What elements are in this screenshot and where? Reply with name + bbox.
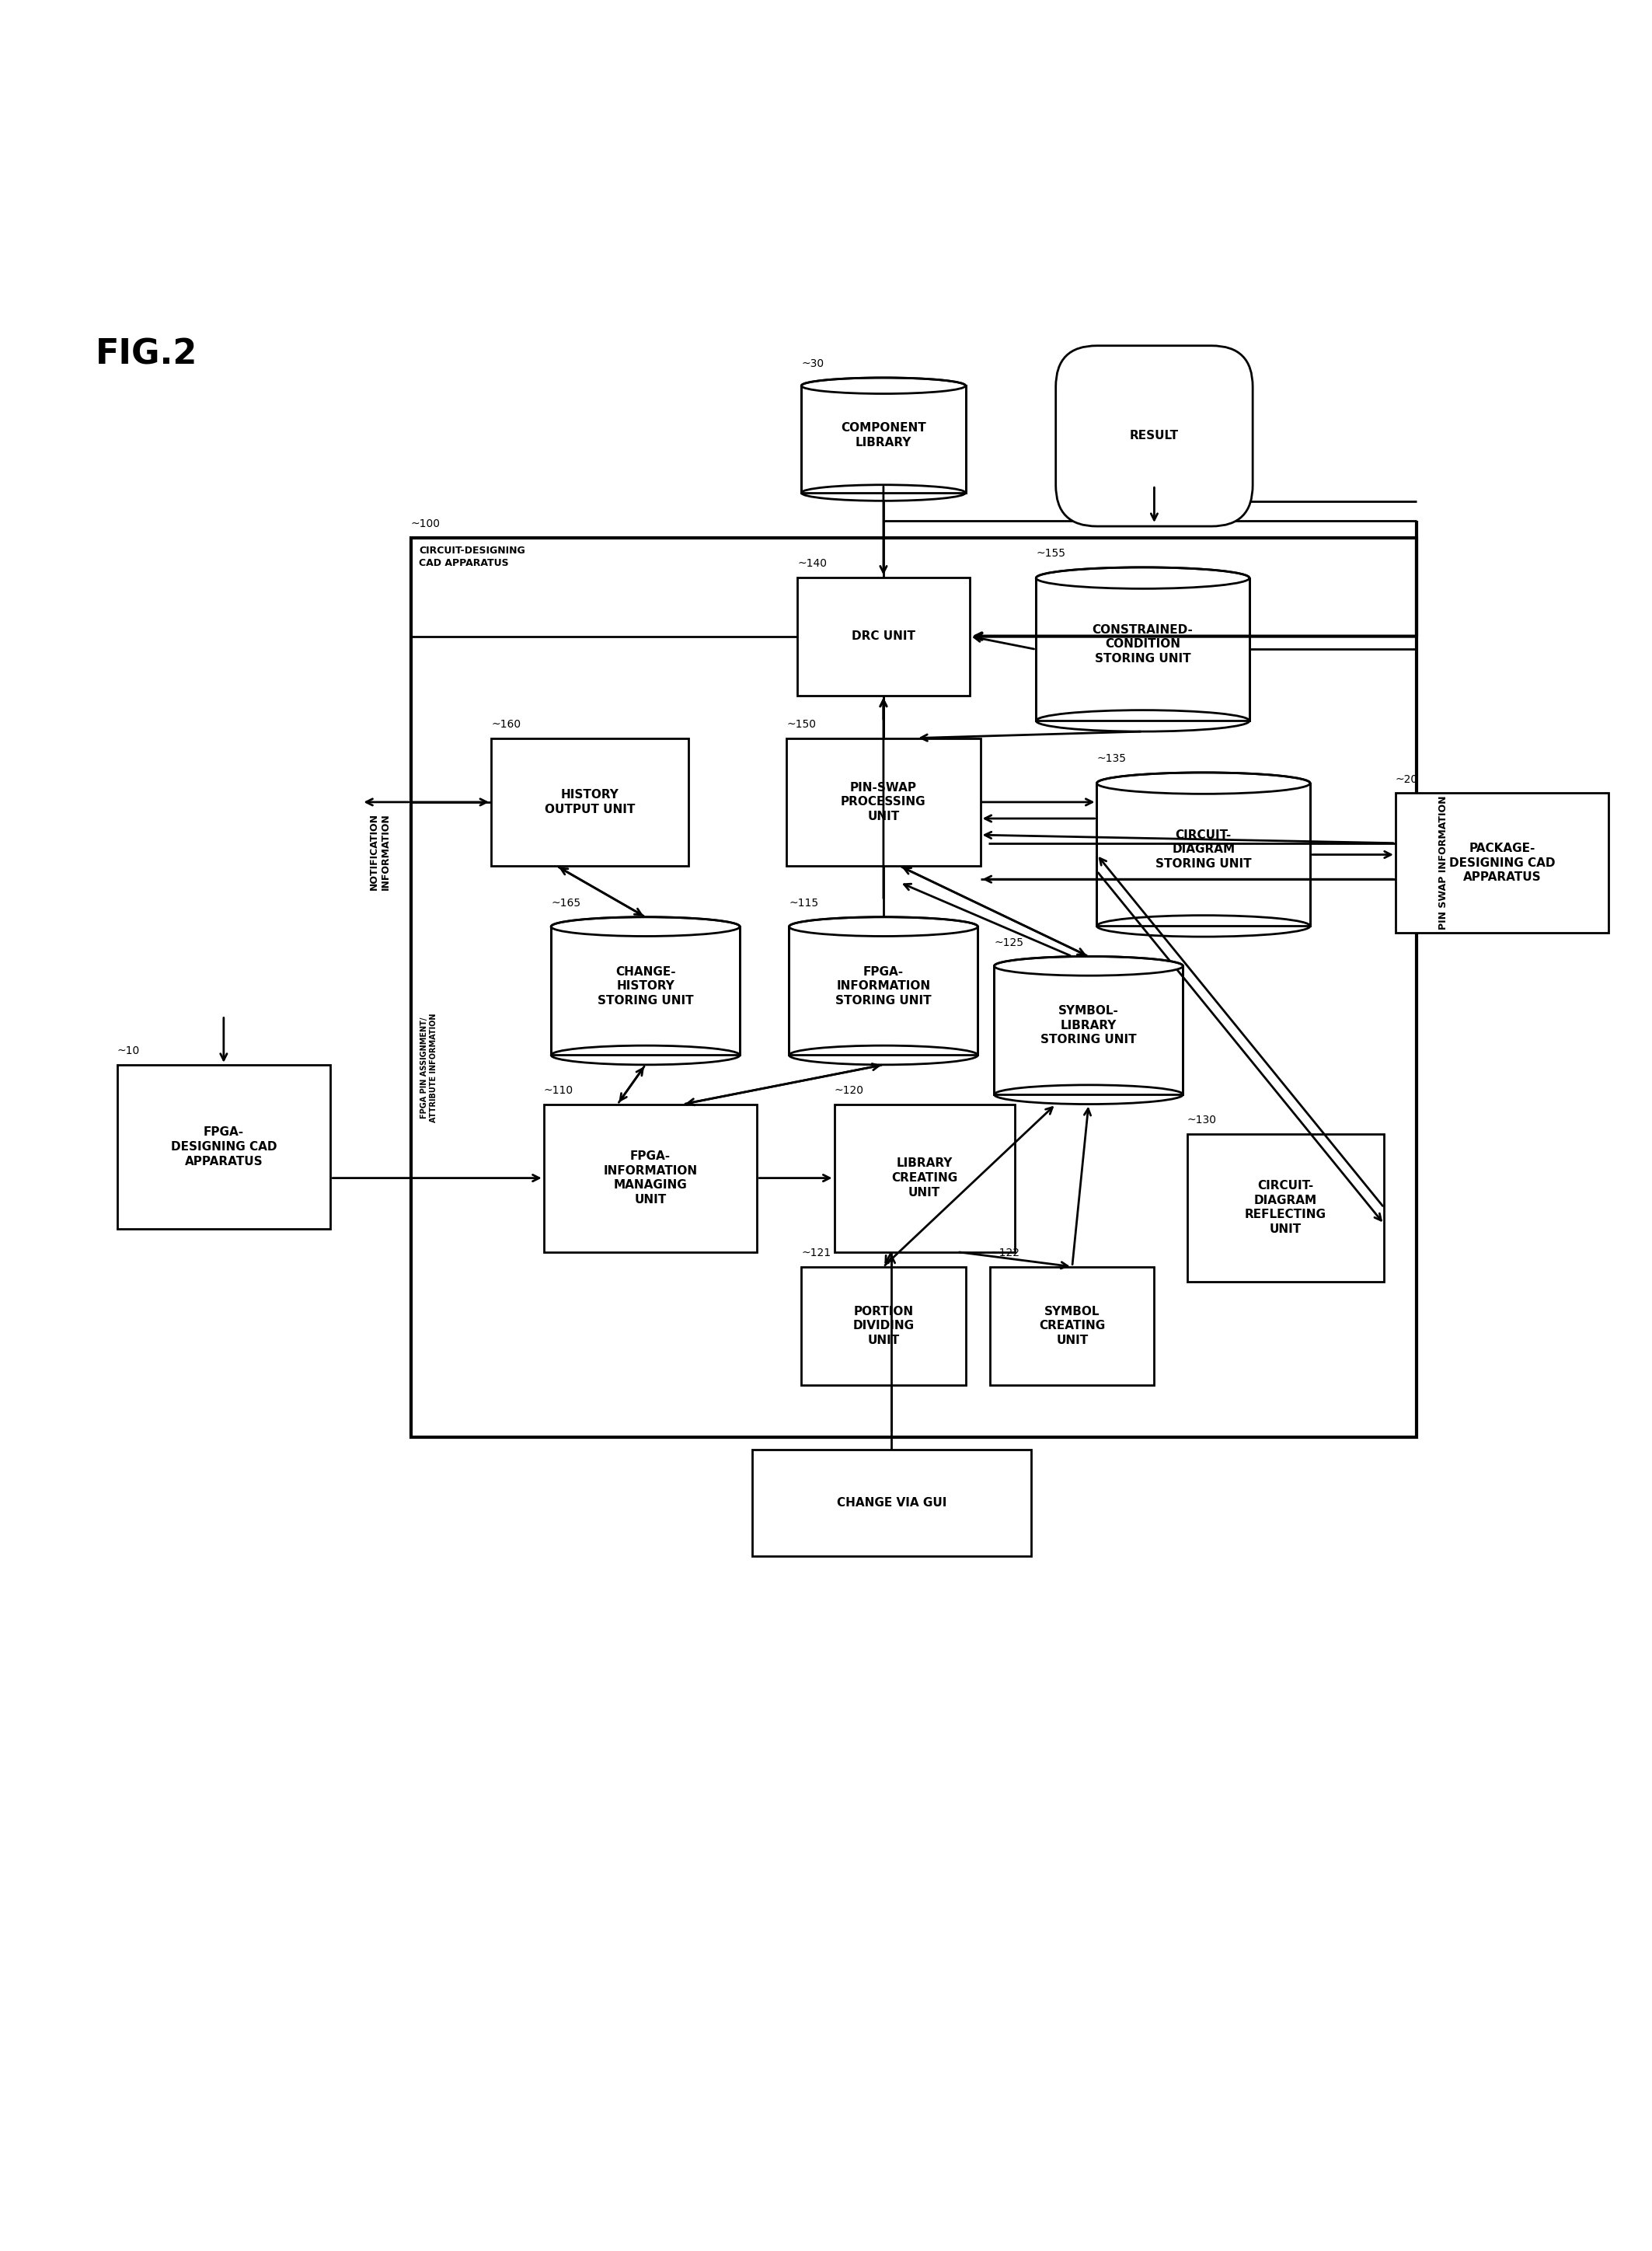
- Ellipse shape: [995, 957, 1183, 975]
- Text: PIN SWAP INFORMATION: PIN SWAP INFORMATION: [1437, 797, 1449, 930]
- Text: ~125: ~125: [995, 936, 1024, 948]
- Text: NOTIFICATION
INFORMATION: NOTIFICATION INFORMATION: [368, 813, 390, 889]
- Ellipse shape: [801, 378, 965, 394]
- Text: ~30: ~30: [801, 358, 824, 369]
- Text: PACKAGE-
DESIGNING CAD
APPARATUS: PACKAGE- DESIGNING CAD APPARATUS: [1449, 842, 1555, 882]
- Text: DRC UNIT: DRC UNIT: [851, 630, 915, 642]
- Text: ~160: ~160: [491, 718, 520, 729]
- Text: ~20: ~20: [1396, 774, 1417, 786]
- Ellipse shape: [790, 916, 978, 936]
- FancyBboxPatch shape: [1056, 347, 1252, 527]
- Text: CIRCUIT-
DIAGRAM
REFLECTING
UNIT: CIRCUIT- DIAGRAM REFLECTING UNIT: [1244, 1180, 1327, 1236]
- Bar: [990, 1267, 1155, 1384]
- Ellipse shape: [1036, 709, 1249, 732]
- Ellipse shape: [1036, 567, 1249, 590]
- Ellipse shape: [801, 484, 965, 500]
- Text: FPGA-
DESIGNING CAD
APPARATUS: FPGA- DESIGNING CAD APPARATUS: [170, 1126, 278, 1166]
- Ellipse shape: [1097, 772, 1310, 795]
- Text: HISTORY
OUTPUT UNIT: HISTORY OUTPUT UNIT: [545, 790, 634, 815]
- Text: COMPONENT
LIBRARY: COMPONENT LIBRARY: [841, 423, 927, 448]
- Text: FPGA PIN ASSIGNMENT/
ATTRIBUTE INFORMATION: FPGA PIN ASSIGNMENT/ ATTRIBUTE INFORMATI…: [421, 1013, 438, 1123]
- Text: ~120: ~120: [834, 1085, 864, 1096]
- Text: PORTION
DIVIDING
UNIT: PORTION DIVIDING UNIT: [852, 1306, 914, 1346]
- Text: LIBRARY
CREATING
UNIT: LIBRARY CREATING UNIT: [892, 1157, 958, 1198]
- Text: PIN-SWAP
PROCESSING
UNIT: PIN-SWAP PROCESSING UNIT: [841, 781, 927, 822]
- Bar: [1188, 1135, 1384, 1281]
- Bar: [1036, 579, 1249, 720]
- Text: ~140: ~140: [798, 558, 826, 570]
- Text: SYMBOL-
LIBRARY
STORING UNIT: SYMBOL- LIBRARY STORING UNIT: [1041, 1006, 1137, 1047]
- Text: CHANGE-
HISTORY
STORING UNIT: CHANGE- HISTORY STORING UNIT: [598, 966, 694, 1006]
- Text: FPGA-
INFORMATION
MANAGING
UNIT: FPGA- INFORMATION MANAGING UNIT: [603, 1150, 697, 1207]
- Text: ~155: ~155: [1036, 549, 1066, 558]
- Bar: [544, 1105, 757, 1252]
- Bar: [995, 966, 1183, 1094]
- Text: ~110: ~110: [544, 1085, 573, 1096]
- Bar: [798, 576, 970, 696]
- Text: ~100: ~100: [411, 518, 441, 529]
- Ellipse shape: [552, 916, 740, 936]
- Text: RESULT: RESULT: [1130, 430, 1180, 441]
- Bar: [411, 538, 1417, 1438]
- Ellipse shape: [995, 1085, 1183, 1105]
- Text: ~10: ~10: [117, 1047, 140, 1056]
- Text: ~121: ~121: [801, 1247, 831, 1258]
- Ellipse shape: [790, 1044, 978, 1065]
- Text: ~135: ~135: [1097, 754, 1127, 765]
- Ellipse shape: [552, 1044, 740, 1065]
- Text: ~122: ~122: [990, 1247, 1019, 1258]
- Text: ~150: ~150: [786, 718, 816, 729]
- Text: CHANGE VIA GUI: CHANGE VIA GUI: [836, 1497, 947, 1508]
- Bar: [1097, 783, 1310, 925]
- Ellipse shape: [1097, 916, 1310, 936]
- Text: ~165: ~165: [552, 898, 582, 909]
- Bar: [790, 927, 978, 1056]
- Text: CIRCUIT-DESIGNING
CAD APPARATUS: CIRCUIT-DESIGNING CAD APPARATUS: [420, 547, 525, 570]
- Text: CONSTRAINED-
CONDITION
STORING UNIT: CONSTRAINED- CONDITION STORING UNIT: [1092, 624, 1193, 664]
- Bar: [491, 738, 689, 867]
- Bar: [752, 1450, 1031, 1555]
- Text: FIG.2: FIG.2: [96, 338, 198, 371]
- Bar: [834, 1105, 1014, 1252]
- Text: ~115: ~115: [790, 898, 819, 909]
- Text: FPGA-
INFORMATION
STORING UNIT: FPGA- INFORMATION STORING UNIT: [836, 966, 932, 1006]
- Bar: [801, 1267, 965, 1384]
- Bar: [1396, 792, 1609, 932]
- Bar: [117, 1065, 330, 1229]
- Text: ~130: ~130: [1188, 1114, 1216, 1126]
- Text: SYMBOL
CREATING
UNIT: SYMBOL CREATING UNIT: [1039, 1306, 1105, 1346]
- Bar: [801, 385, 965, 493]
- Bar: [786, 738, 980, 867]
- Text: CIRCUIT-
DIAGRAM
STORING UNIT: CIRCUIT- DIAGRAM STORING UNIT: [1155, 828, 1252, 869]
- Bar: [552, 927, 740, 1056]
